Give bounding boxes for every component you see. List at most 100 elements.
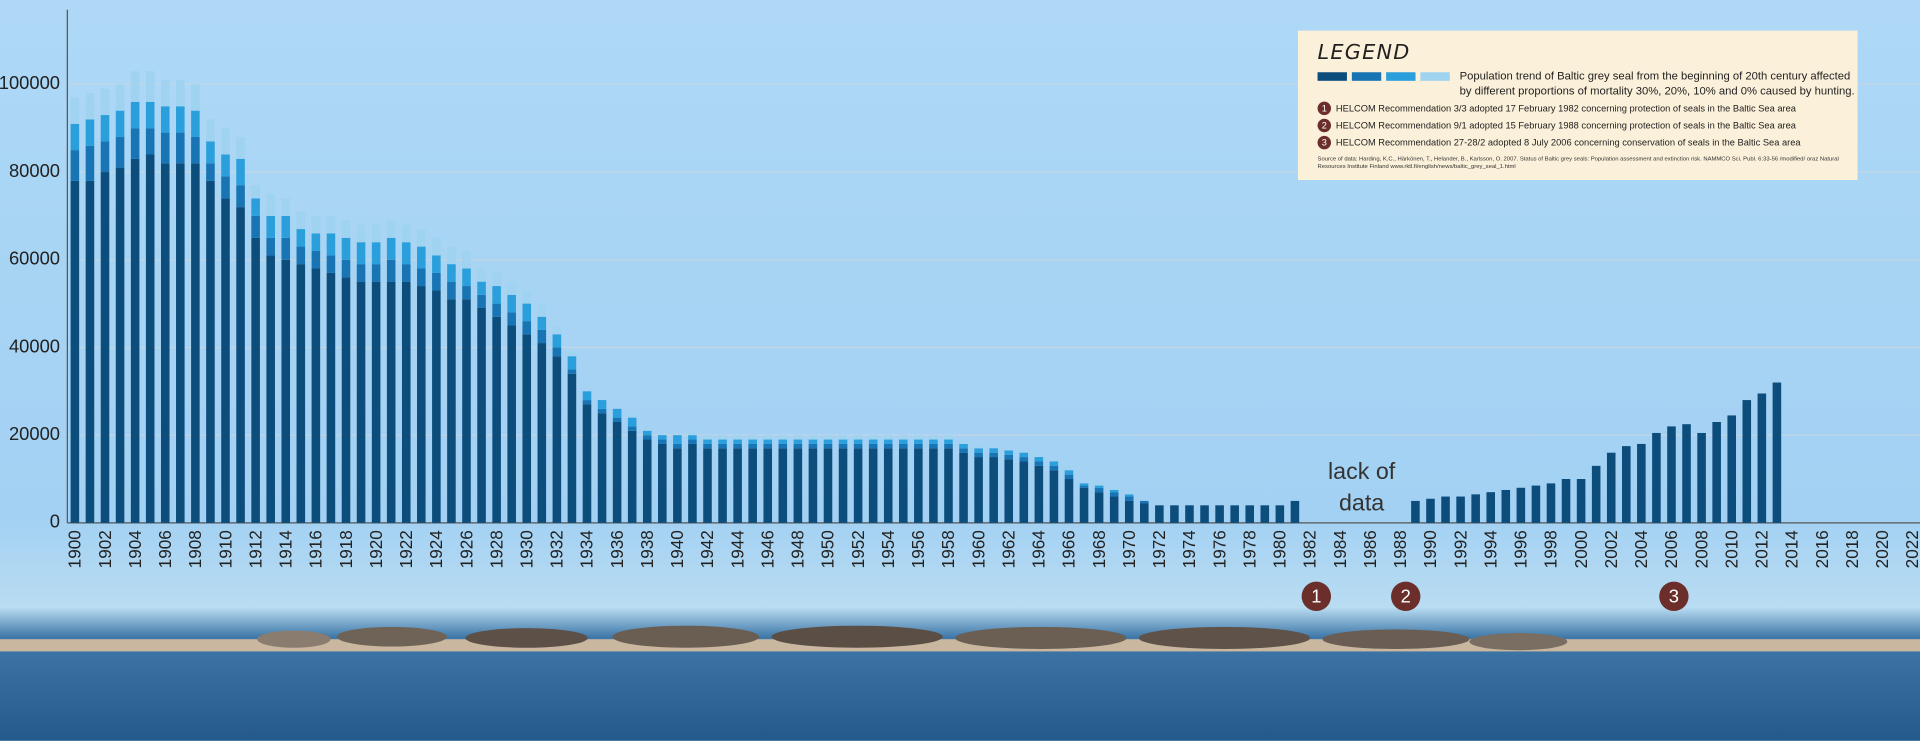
x-tick-label: 1982: [1300, 530, 1320, 568]
bar-segment: [130, 71, 140, 102]
x-tick-label: 1910: [215, 530, 235, 568]
bar-segment: [130, 101, 140, 129]
x-tick-label: 1926: [456, 530, 476, 568]
bar-segment: [883, 435, 893, 440]
bar-segment: [1576, 479, 1586, 523]
bar-segment: [417, 286, 426, 523]
bar-segment: [266, 193, 275, 216]
bar-segment: [1606, 452, 1616, 523]
bar-segment: [70, 180, 80, 523]
bar-segment: [1079, 483, 1089, 486]
bar-segment: [642, 439, 652, 523]
annotation: lack of: [1328, 458, 1396, 484]
bar-segment: [130, 128, 140, 159]
seal: [1469, 633, 1568, 651]
bar-segment: [1742, 400, 1752, 523]
bar-segment: [115, 167, 125, 523]
bar-segment: [853, 439, 863, 444]
bar-segment: [959, 448, 968, 453]
bar-segment: [311, 250, 321, 269]
bar-segment: [341, 237, 351, 260]
bar-segment: [145, 101, 155, 129]
bar-segment: [1561, 479, 1571, 523]
bar-segment: [1049, 461, 1059, 466]
bar-segment: [296, 264, 306, 523]
note-text: HELCOM Recommendation 9/1 adopted 15 Feb…: [1335, 120, 1796, 132]
bar-segment: [853, 448, 863, 523]
bar-segment: [974, 448, 983, 453]
bar-segment: [1501, 489, 1511, 523]
bar-segment: [944, 435, 953, 440]
bar-segment: [1124, 494, 1134, 497]
x-tick-label: 1998: [1541, 530, 1561, 568]
bar-segment: [115, 84, 125, 111]
bar-segment: [1682, 424, 1691, 523]
bar-segment: [793, 439, 803, 444]
bar-segment: [929, 443, 938, 449]
x-tick-label: 1964: [1029, 530, 1049, 569]
seal: [771, 625, 943, 648]
bar-segment: [823, 448, 833, 523]
bar-segment: [432, 272, 441, 291]
bar-segment: [462, 268, 471, 287]
bar-segment: [281, 259, 291, 523]
x-tick-label: 1902: [95, 530, 115, 568]
bar-segment: [627, 426, 637, 431]
bar-segment: [612, 421, 622, 523]
x-tick-label: 1978: [1239, 530, 1259, 568]
bar-segment: [296, 246, 306, 265]
bar-segment: [386, 281, 396, 523]
bar-segment: [763, 443, 773, 449]
seal: [257, 630, 331, 648]
bar-segment: [612, 408, 622, 418]
x-tick-label: 1992: [1450, 530, 1470, 568]
bar-segment: [582, 404, 592, 523]
bar-segment: [477, 294, 486, 308]
bar-segment: [266, 255, 275, 523]
bar-segment: [296, 211, 306, 230]
bar-segment: [507, 325, 516, 523]
event-number: 3: [1669, 585, 1679, 606]
legend-swatch: [1351, 72, 1382, 81]
note-number: 2: [1317, 118, 1332, 133]
x-tick-label: 2016: [1812, 530, 1832, 568]
bar-segment: [100, 172, 110, 523]
bar-segment: [281, 198, 291, 216]
bar-segment: [688, 435, 697, 440]
y-tick-label: 0: [50, 511, 60, 532]
x-tick-label: 1990: [1420, 530, 1440, 568]
bar-segment: [145, 154, 155, 523]
bar-segment: [582, 391, 592, 401]
bar-segment: [100, 88, 110, 116]
bar-segment: [401, 224, 411, 243]
bar-segment: [70, 97, 80, 124]
y-tick-label: 40000: [9, 335, 60, 356]
bar-segment: [1622, 446, 1631, 523]
bar-segment: [853, 435, 863, 440]
bar-segment: [883, 448, 893, 523]
bar-segment: [627, 430, 637, 523]
bar-segment: [838, 439, 848, 444]
bar-segment: [703, 435, 712, 440]
x-tick-label: 1988: [1390, 530, 1410, 568]
bar-segment: [703, 439, 712, 444]
bar-segment: [733, 448, 742, 523]
bar-segment: [251, 185, 260, 199]
bar-segment: [944, 443, 953, 449]
bar-segment: [1034, 461, 1044, 466]
bar-segment: [311, 268, 321, 523]
bar-segment: [597, 408, 607, 414]
x-tick-label: 1962: [998, 530, 1018, 568]
bar-segment: [311, 233, 321, 251]
bar-segment: [1531, 485, 1541, 523]
bar-segment: [492, 303, 501, 317]
bar-segment: [552, 356, 562, 523]
bar-segment: [899, 435, 908, 440]
bar-segment: [1471, 494, 1480, 523]
x-tick-label: 2012: [1752, 530, 1772, 568]
event-circle: [1301, 581, 1332, 612]
bar-segment: [145, 71, 155, 102]
bar-segment: [477, 281, 486, 295]
bar-segment: [266, 237, 275, 256]
